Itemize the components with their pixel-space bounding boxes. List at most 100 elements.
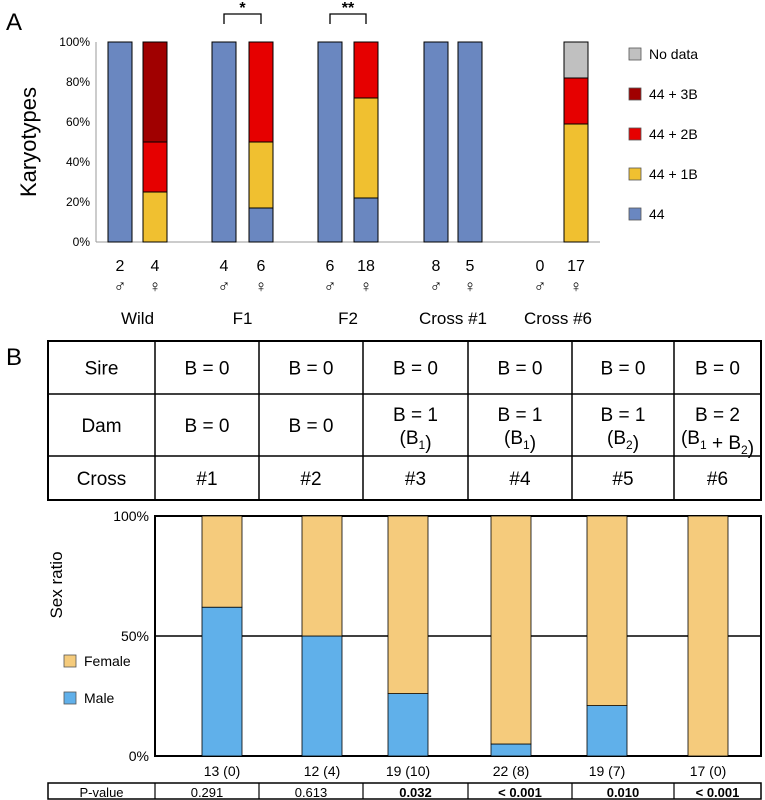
legend-label: 44 + 1B [649,166,698,182]
table-cell: #1 [196,469,217,490]
sex-symbol: ♀ [464,277,477,296]
y-tick-label: 100% [113,508,149,524]
legend-label: Male [84,690,115,706]
y-tick-label: 80% [66,75,90,89]
table-cell: B = 1 [498,405,543,426]
bar-segment [301,515,343,637]
y-tick-label: 100% [59,35,90,49]
bar-segment [563,41,589,79]
bar-segment [142,141,168,193]
x-tick-label: 19 (7) [589,763,626,779]
bar-segment [586,705,628,757]
bar-segment [317,41,343,243]
karyotype-legend: No data 44 + 3B 44 + 2B 44 + 1B 44 [628,46,698,222]
bar-segment [248,41,274,143]
y-tick-label: 20% [66,195,90,209]
cross-table: Sire B = 0 B = 0 B = 0 B = 0 B = 0 B = 0 Dam B =… [47,340,762,501]
karyotype-chart: 0% 20% 40% 60% 80% 100% Karyotypes 2 ♂ 4 ♀ 4 ♂ 6 ♀ 6 ♂ 18… [16,0,600,328]
pvalue-border [47,782,762,800]
bar-segment [563,77,589,125]
legend-label: 44 + 3B [649,86,698,102]
y-tick-label: 60% [66,115,90,129]
group-label: F2 [338,309,358,328]
bar-segment [142,191,168,243]
sex-symbol: ♂ [114,277,127,296]
bar-n-label: 2 [116,258,125,275]
sex-symbol: ♂ [534,277,547,296]
legend-label: 44 + 2B [649,126,698,142]
table-cell: #6 [707,469,728,490]
legend-swatch [628,47,642,61]
bar-n-label: 6 [257,258,266,275]
group-label: F1 [233,309,253,328]
pvalue-cell: < 0.001 [498,785,542,800]
bar-segment [201,606,243,757]
significance-mark: ** [342,0,355,17]
table-cell: B = 1 [393,405,438,426]
bar-n-label: 0 [536,258,545,275]
significance-mark: * [239,0,246,17]
sex-ratio-chart: 0% 50% 100% Sex ratio 13 (0) 12 (4) 19 (10) 22 … [47,508,762,779]
table-cell: B = 0 [498,359,543,380]
y-tick-label: 0% [129,748,149,764]
bar-segment [490,743,532,757]
pvalue-cell: 0.032 [399,785,432,800]
table-cell: B = 0 [289,359,334,380]
table-cell: B = 0 [601,359,646,380]
y-tick-label: 0% [73,235,91,249]
panel-label: B [6,344,22,371]
sex-ratio-legend: Female Male [63,653,131,706]
bar-segment [353,97,379,199]
x-tick-label: 22 (8) [493,763,530,779]
bar-n-label: 5 [466,258,475,275]
bar-n-label: 4 [220,258,229,275]
y-tick-label: 40% [66,155,90,169]
table-cell: B = 0 [185,416,230,437]
significance-bracket [223,13,262,24]
pvalue-cell: 0.613 [295,785,328,800]
x-tick-label: 19 (10) [386,763,430,779]
bar-segment [201,515,243,608]
bar-segment [142,41,168,143]
bar-segment [387,693,429,757]
x-tick-label: 13 (0) [204,763,241,779]
table-cell: B = 0 [695,359,740,380]
table-cell: (B2) [607,428,639,454]
sex-symbol: ♀ [570,277,583,296]
sex-symbol: ♂ [430,277,443,296]
pvalue-cell: < 0.001 [696,785,740,800]
bar-n-label: 6 [326,258,335,275]
panel-label: A [6,9,22,36]
bar-segment [586,515,628,707]
table-cell: #5 [612,469,633,490]
bar-segment [387,515,429,695]
table-cell: (B1) [399,428,431,454]
table-cell: B = 0 [185,359,230,380]
table-row-header: Sire [85,359,119,380]
table-cell: (B1) [504,428,536,454]
bar-segment [490,515,532,745]
bar-segment [423,41,449,243]
sex-symbol: ♂ [324,277,337,296]
group-label: Cross #6 [524,309,592,328]
significance-bracket [329,13,367,24]
table-cell: B = 0 [289,416,334,437]
table-row-header: Cross [77,469,127,490]
legend-label: Female [84,653,131,669]
legend-swatch [628,167,642,181]
bar-n-label: 17 [567,258,585,275]
x-tick-label: 17 (0) [690,763,727,779]
y-tick-label: 50% [121,628,149,644]
bar-n-label: 8 [432,258,441,275]
pvalue-row: P-value 0.291 0.613 0.032 < 0.001 0.010 < 0.00… [47,782,762,800]
table-cell: (B1 + B2) [681,428,754,459]
group-label: Cross #1 [419,309,487,328]
bar-segment [107,41,133,243]
table-cell: #3 [405,469,426,490]
y-axis-label: Karyotypes [16,87,41,197]
bar-n-label: 4 [151,258,160,275]
bar-segment [248,141,274,209]
legend-swatch [628,127,642,141]
legend-swatch [63,691,77,705]
table-row-header: Dam [81,416,121,437]
